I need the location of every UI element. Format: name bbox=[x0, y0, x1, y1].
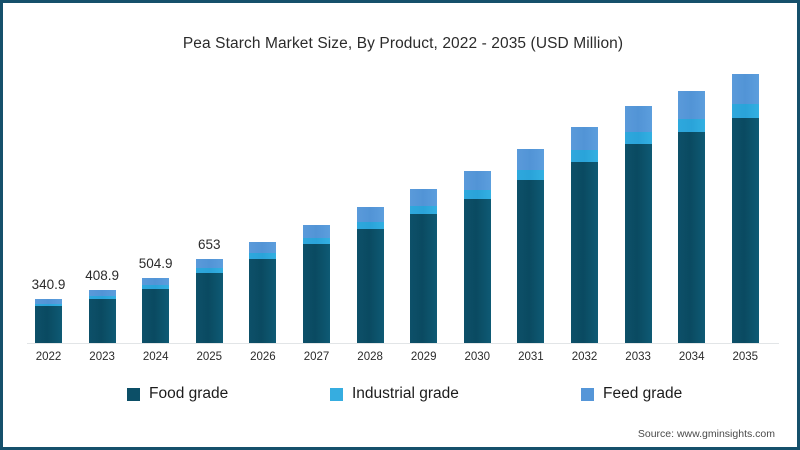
legend-item-feed-grade[interactable]: Feed grade bbox=[581, 385, 682, 403]
x-tick-2030: 2030 bbox=[464, 351, 491, 363]
x-tick-2028: 2028 bbox=[357, 351, 383, 363]
x-tick-2031: 2031 bbox=[518, 351, 544, 363]
axis-baseline bbox=[27, 343, 779, 344]
bar-segment-industrial-grade-2031[interactable] bbox=[517, 169, 545, 181]
bar-segment-feed-grade-2031[interactable] bbox=[517, 148, 545, 170]
bar-2030[interactable] bbox=[463, 3, 491, 343]
legend-swatch-feed-grade bbox=[581, 387, 594, 401]
bar-segment-industrial-grade-2034[interactable] bbox=[678, 118, 706, 133]
bar-2031[interactable] bbox=[517, 3, 545, 343]
bar-segment-food-grade-2023[interactable] bbox=[88, 299, 116, 343]
x-tick-2026: 2026 bbox=[250, 351, 276, 363]
legend-label-industrial-grade: Industrial grade bbox=[352, 385, 459, 402]
legend-label-food-grade: Food grade bbox=[149, 385, 229, 402]
bar-segment-industrial-grade-2029[interactable] bbox=[410, 206, 438, 215]
bar-segment-feed-grade-2034[interactable] bbox=[678, 91, 706, 119]
bar-segment-feed-grade-2035[interactable] bbox=[731, 74, 759, 104]
bar-segment-industrial-grade-2025[interactable] bbox=[195, 268, 223, 273]
bar-segment-feed-grade-2022[interactable] bbox=[35, 299, 62, 305]
x-tick-2034: 2034 bbox=[678, 351, 705, 363]
bar-2025[interactable] bbox=[195, 3, 223, 343]
bar-segment-food-grade-2035[interactable] bbox=[731, 118, 759, 343]
source-attribution: Source: www.gminsights.com bbox=[637, 428, 775, 440]
bar-segment-food-grade-2025[interactable] bbox=[195, 272, 223, 343]
bar-2022[interactable] bbox=[35, 3, 62, 343]
bar-2026[interactable] bbox=[249, 3, 277, 343]
bar-segment-feed-grade-2028[interactable] bbox=[356, 207, 384, 222]
bar-2029[interactable] bbox=[410, 3, 438, 343]
x-tick-2033: 2033 bbox=[625, 351, 651, 363]
bar-value-label-2022: 340.9 bbox=[31, 277, 66, 293]
bar-segment-feed-grade-2030[interactable] bbox=[463, 170, 491, 190]
chart-title: Pea Starch Market Size, By Product, 2022… bbox=[182, 35, 624, 52]
bar-segment-feed-grade-2029[interactable] bbox=[410, 189, 438, 207]
bar-segment-feed-grade-2024[interactable] bbox=[142, 278, 170, 286]
chart-legend: Food grade Industrial grade Feed grade bbox=[3, 385, 797, 411]
x-tick-2024: 2024 bbox=[142, 351, 169, 363]
bar-segment-feed-grade-2026[interactable] bbox=[249, 242, 277, 254]
bar-segment-food-grade-2034[interactable] bbox=[678, 132, 706, 343]
bar-segment-industrial-grade-2023[interactable] bbox=[88, 296, 116, 300]
bar-segment-industrial-grade-2024[interactable] bbox=[142, 285, 170, 289]
x-tick-2023: 2023 bbox=[89, 351, 115, 363]
bar-2033[interactable] bbox=[624, 3, 652, 343]
legend-item-food-grade[interactable]: Food grade bbox=[127, 385, 228, 403]
bar-segment-food-grade-2028[interactable] bbox=[356, 229, 384, 343]
bar-segment-feed-grade-2032[interactable] bbox=[571, 126, 598, 151]
plot-area bbox=[27, 73, 779, 344]
bar-2023[interactable] bbox=[88, 3, 116, 343]
x-tick-2032: 2032 bbox=[571, 351, 598, 363]
bar-value-label-2023: 408.9 bbox=[85, 268, 119, 284]
bar-2024[interactable] bbox=[142, 3, 170, 343]
legend-swatch-food-grade bbox=[127, 387, 140, 401]
bar-segment-food-grade-2030[interactable] bbox=[463, 199, 491, 343]
bar-segment-industrial-grade-2027[interactable] bbox=[303, 237, 330, 244]
bar-segment-industrial-grade-2030[interactable] bbox=[463, 189, 491, 199]
bar-segment-food-grade-2027[interactable] bbox=[303, 244, 330, 343]
bar-value-label-2024: 504.9 bbox=[138, 256, 173, 272]
x-tick-2027: 2027 bbox=[303, 351, 330, 363]
x-tick-2022: 2022 bbox=[35, 351, 62, 363]
bar-segment-food-grade-2026[interactable] bbox=[249, 258, 277, 343]
bar-segment-food-grade-2033[interactable] bbox=[624, 144, 652, 343]
bar-segment-food-grade-2032[interactable] bbox=[571, 161, 598, 343]
bar-segment-feed-grade-2033[interactable] bbox=[624, 105, 652, 132]
bar-2027[interactable] bbox=[303, 3, 330, 343]
bar-segment-industrial-grade-2033[interactable] bbox=[624, 131, 652, 145]
bar-segment-feed-grade-2025[interactable] bbox=[195, 259, 223, 269]
bar-segment-industrial-grade-2028[interactable] bbox=[356, 221, 384, 230]
bar-segment-food-grade-2022[interactable] bbox=[35, 306, 62, 343]
bar-segment-feed-grade-2023[interactable] bbox=[88, 290, 116, 297]
bar-2028[interactable] bbox=[356, 3, 384, 343]
bar-2032[interactable] bbox=[571, 3, 598, 343]
bar-segment-feed-grade-2027[interactable] bbox=[303, 224, 330, 238]
bar-2035[interactable] bbox=[731, 3, 759, 343]
x-tick-2025: 2025 bbox=[196, 351, 223, 363]
legend-label-feed-grade: Feed grade bbox=[603, 385, 683, 402]
bar-segment-food-grade-2024[interactable] bbox=[142, 288, 170, 343]
bar-segment-food-grade-2029[interactable] bbox=[410, 214, 438, 343]
x-tick-2035: 2035 bbox=[732, 351, 759, 363]
bar-segment-industrial-grade-2022[interactable] bbox=[35, 304, 62, 307]
x-tick-2029: 2029 bbox=[410, 351, 437, 363]
bar-segment-food-grade-2031[interactable] bbox=[517, 180, 545, 343]
bar-segment-industrial-grade-2026[interactable] bbox=[249, 253, 277, 259]
bar-segment-industrial-grade-2032[interactable] bbox=[571, 150, 598, 162]
bar-segment-industrial-grade-2035[interactable] bbox=[731, 103, 759, 118]
legend-swatch-industrial-grade bbox=[330, 387, 343, 401]
bar-value-label-2025: 653 bbox=[198, 237, 221, 253]
legend-item-industrial-grade[interactable]: Industrial grade bbox=[330, 385, 459, 403]
bar-2034[interactable] bbox=[678, 3, 706, 343]
